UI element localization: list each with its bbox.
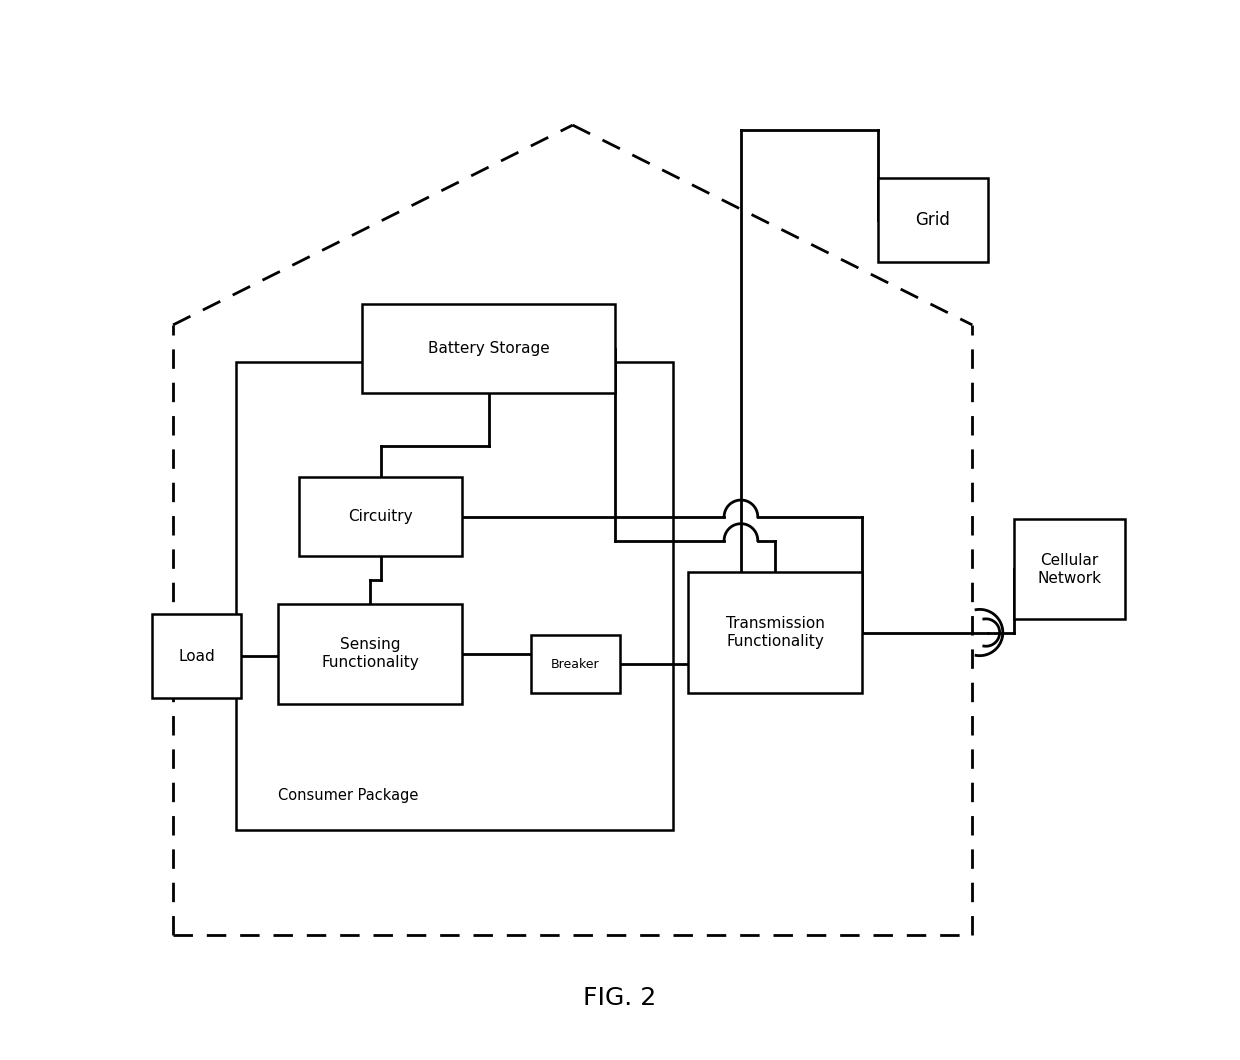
FancyBboxPatch shape [153,614,242,699]
Text: Cellular
Network: Cellular Network [1038,553,1101,585]
Text: Consumer Package: Consumer Package [278,789,419,803]
Text: FIG. 2: FIG. 2 [583,986,657,1010]
FancyBboxPatch shape [362,304,615,393]
FancyBboxPatch shape [236,361,672,830]
Text: Sensing
Functionality: Sensing Functionality [321,637,419,670]
Text: Load: Load [179,649,215,664]
Text: Battery Storage: Battery Storage [428,341,549,356]
FancyBboxPatch shape [1014,519,1125,619]
Text: Circuitry: Circuitry [348,510,413,525]
Text: Breaker: Breaker [551,657,600,671]
FancyBboxPatch shape [688,572,862,693]
FancyBboxPatch shape [878,178,988,262]
FancyBboxPatch shape [531,635,620,693]
Text: Grid: Grid [915,211,950,229]
FancyBboxPatch shape [299,477,463,556]
FancyBboxPatch shape [278,603,463,704]
Text: Transmission
Functionality: Transmission Functionality [725,616,825,649]
